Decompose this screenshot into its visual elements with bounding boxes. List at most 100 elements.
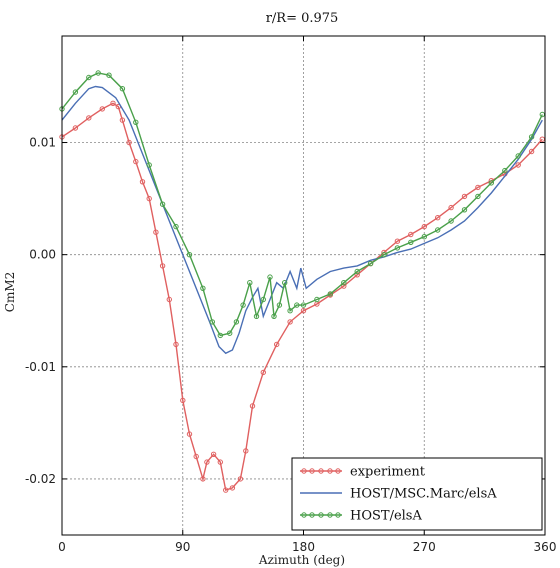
x-tick-label: 0: [58, 540, 66, 554]
data-point: [294, 302, 300, 308]
data-point: [229, 485, 236, 491]
chart-title: r/R= 0.975: [266, 11, 339, 26]
legend-marker: [309, 468, 315, 474]
data-point: [267, 274, 273, 280]
data-point: [260, 296, 266, 303]
legend-marker: [335, 512, 341, 518]
data-point: [488, 180, 494, 186]
data-point: [204, 459, 210, 465]
legend-marker: [309, 512, 315, 518]
data-point: [435, 215, 441, 221]
x-tick-label: 90: [175, 540, 190, 554]
data-point: [341, 283, 347, 289]
legend-marker: [327, 512, 333, 518]
data-point: [287, 308, 293, 314]
data-point: [223, 487, 229, 493]
data-point: [180, 397, 186, 404]
data-point: [72, 125, 79, 131]
data-point: [408, 231, 414, 238]
data-point: [421, 223, 427, 230]
data-point: [227, 330, 233, 336]
data-point: [435, 227, 441, 233]
legend-label: HOST/MSC.Marc/elsA: [350, 487, 497, 502]
data-point: [247, 280, 253, 286]
legend: experiment HOST/MSC.Marc/elsA HOST/elsA: [291, 457, 543, 531]
data-point: [271, 313, 277, 319]
y-tick-label: 0.01: [29, 136, 56, 150]
data-point: [146, 195, 152, 202]
data-point: [72, 89, 79, 95]
data-point: [99, 106, 106, 112]
x-tick-label: 360: [534, 540, 557, 554]
data-point: [159, 263, 166, 269]
x-tick-label: 180: [292, 540, 315, 554]
data-point: [354, 272, 360, 278]
series-1: [61, 85, 543, 355]
data-point: [240, 302, 246, 308]
data-point: [276, 302, 283, 308]
data-point: [133, 119, 139, 126]
legend-item: experiment: [300, 465, 426, 480]
data-point: [186, 252, 193, 258]
y-axis-label: CmM2: [3, 272, 17, 312]
data-point: [354, 268, 360, 275]
data-point: [210, 451, 217, 457]
data-point: [528, 148, 535, 155]
series-0: [59, 100, 545, 493]
legend-marker: [318, 512, 324, 518]
x-tick-label: 270: [413, 540, 436, 554]
legend-item: HOST/elsA: [300, 509, 422, 524]
data-point: [314, 296, 320, 303]
data-point: [86, 74, 92, 81]
legend-marker: [335, 468, 341, 474]
series-line: [61, 102, 543, 492]
y-tick-label: -0.02: [25, 472, 56, 486]
data-point: [139, 179, 146, 185]
legend-label: HOST/elsA: [350, 509, 422, 524]
data-point: [394, 238, 401, 244]
legend-marker: [301, 468, 307, 474]
data-point: [200, 285, 206, 291]
data-point: [217, 459, 224, 465]
data-point: [119, 86, 126, 92]
data-point: [249, 403, 256, 409]
data-point: [193, 453, 199, 460]
data-point: [110, 100, 116, 107]
data-point: [133, 158, 139, 165]
data-point: [327, 291, 333, 297]
legend-item: HOST/MSC.Marc/elsA: [300, 487, 497, 502]
data-point: [274, 341, 280, 348]
series-layer: [59, 70, 545, 493]
data-point: [86, 115, 92, 121]
data-point: [421, 234, 427, 240]
data-point: [448, 218, 454, 224]
series-line: [61, 72, 543, 337]
data-point: [260, 369, 266, 376]
data-point: [217, 332, 224, 339]
data-point: [300, 302, 307, 308]
data-point: [461, 193, 468, 200]
data-point: [253, 313, 260, 319]
data-point: [186, 431, 193, 437]
data-point: [243, 448, 249, 454]
legend-marker: [301, 512, 307, 518]
legend-marker: [318, 468, 324, 474]
data-point: [394, 245, 401, 251]
x-axis-label: Azimuth (deg): [258, 553, 345, 567]
data-point: [166, 296, 173, 303]
data-point: [515, 162, 521, 168]
data-point: [173, 223, 179, 230]
y-axis: -0.02 -0.01 0.00 0.01: [25, 136, 545, 486]
series-2: [59, 70, 545, 339]
legend-box: [291, 457, 543, 531]
data-point: [153, 229, 159, 235]
series-line: [61, 85, 543, 355]
data-point: [233, 319, 240, 325]
data-point: [282, 280, 288, 286]
y-tick-label: -0.01: [25, 360, 56, 374]
data-point: [381, 252, 387, 258]
data-point: [95, 70, 101, 76]
data-point: [237, 476, 244, 482]
legend-label: experiment: [350, 465, 426, 480]
